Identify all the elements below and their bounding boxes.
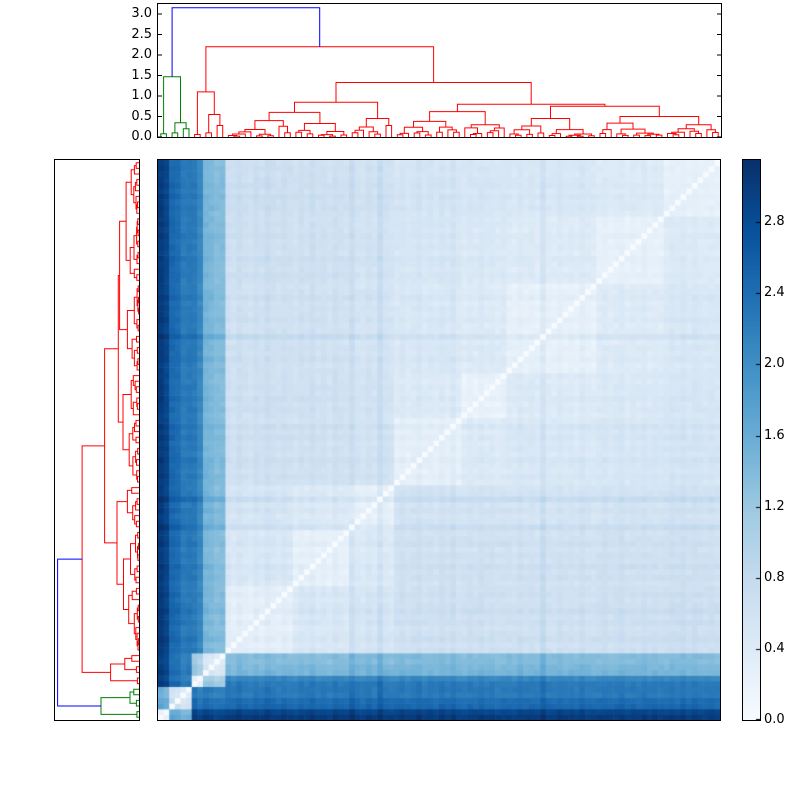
colorbar-tick-label: 1.2 (764, 498, 785, 514)
top-axis-tick-label: 0.0 (131, 129, 152, 144)
top-dendrogram (157, 3, 722, 138)
top-axis-tick-label: 3.0 (131, 6, 152, 21)
top-axis-tick-label: 2.0 (131, 47, 152, 62)
colorbar-tick-label: 2.4 (764, 285, 785, 301)
top-axis-tick-label: 0.5 (131, 108, 152, 124)
colorbar-tick-label: 2.0 (764, 356, 785, 372)
dendrogram-link-b (57, 558, 101, 707)
axis-tick-marks (158, 13, 721, 137)
top-axis-tick-label: 2.5 (131, 26, 152, 42)
distance-matrix-heatmap (157, 159, 721, 721)
colorbar-tick-label: 0.4 (764, 640, 785, 656)
dendrogram-link-r (194, 46, 719, 137)
colorbar-tick-label: 0.0 (764, 712, 785, 727)
top-axis-tick-label: 1.0 (131, 88, 152, 103)
colorbar-tick-label: 0.8 (764, 569, 785, 585)
colorbar (742, 159, 761, 721)
left-dendrogram (54, 159, 140, 721)
colorbar-tick-label: 1.6 (764, 427, 785, 443)
dendrogram-link-b (171, 7, 321, 77)
dendrogram-link-g (100, 688, 139, 718)
top-axis-tick-label: 1.5 (131, 67, 152, 83)
dendrogram-link-g (160, 76, 190, 137)
colorbar-tick-label: 2.8 (764, 214, 785, 230)
dendrogram-link-r (81, 162, 139, 685)
